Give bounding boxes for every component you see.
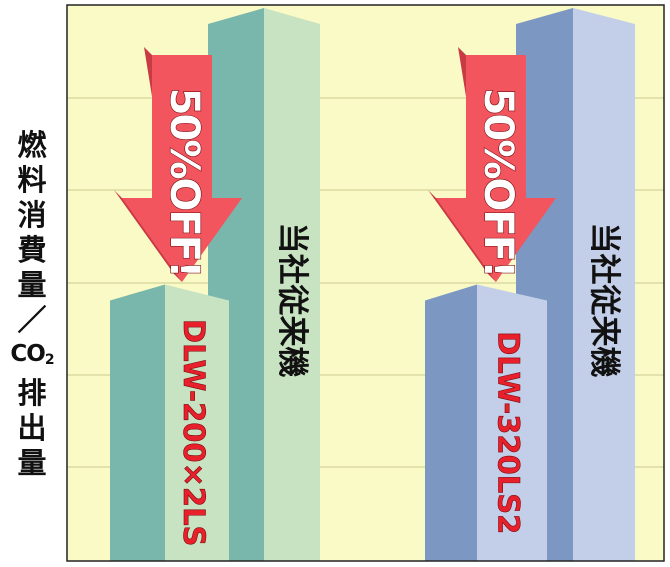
ylabel-char: ／	[17, 303, 47, 337]
bar-label-new-model: DLW-320LS2	[492, 331, 526, 534]
ylabel-char: 料	[17, 163, 47, 197]
ylabel-char: 費	[17, 233, 47, 267]
ylabel-char: 量	[17, 446, 47, 480]
bar-new-model-side	[110, 284, 165, 561]
bar-new-model-side	[425, 284, 477, 561]
ylabel-char: 排	[17, 376, 47, 410]
reduction-label: 50%OFF!	[161, 88, 207, 277]
ylabel-char: 燃	[17, 128, 47, 162]
reduction-arrow	[122, 55, 242, 282]
bar-label-conventional: 当社従来機	[274, 223, 310, 378]
bar-new-model	[165, 284, 229, 561]
ylabel-co2: CO2	[10, 341, 54, 368]
reduction-label: 50%OFF!	[475, 88, 521, 277]
bar-new-model	[477, 284, 547, 561]
bar-label-conventional: 当社従来機	[586, 223, 622, 378]
reduction-arrow	[436, 55, 556, 282]
y-axis-label: 燃 料 消 費 量 ／ CO2 排 出 量	[0, 128, 64, 481]
bar-conventional	[264, 8, 320, 561]
ylabel-char: 消	[17, 198, 47, 232]
plot-border	[66, 4, 665, 562]
bar-label-new-model: DLW-200×2LS	[177, 319, 211, 546]
bar-conventional	[573, 8, 635, 561]
ylabel-char: 出	[17, 411, 47, 445]
ylabel-char: 量	[17, 268, 47, 302]
